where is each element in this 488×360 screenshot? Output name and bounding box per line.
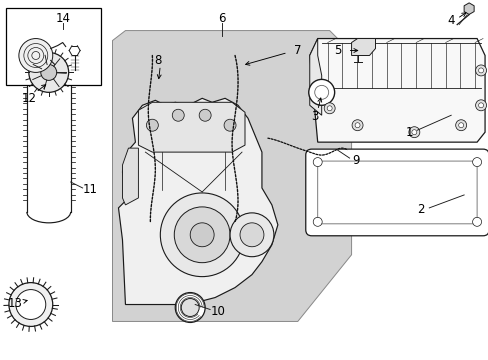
- Circle shape: [326, 106, 331, 111]
- Circle shape: [471, 217, 481, 226]
- Circle shape: [41, 64, 57, 80]
- Circle shape: [160, 193, 244, 276]
- Text: 13: 13: [7, 297, 22, 310]
- Circle shape: [16, 289, 46, 319]
- Circle shape: [351, 120, 362, 131]
- Circle shape: [308, 80, 334, 105]
- Text: 14: 14: [55, 12, 70, 25]
- Polygon shape: [122, 148, 138, 205]
- Circle shape: [313, 158, 322, 167]
- Text: 1: 1: [405, 126, 412, 139]
- Text: 8: 8: [154, 54, 162, 67]
- Circle shape: [411, 130, 416, 135]
- Circle shape: [175, 293, 205, 323]
- Circle shape: [9, 283, 53, 327]
- Circle shape: [354, 123, 359, 128]
- FancyBboxPatch shape: [317, 161, 476, 224]
- Circle shape: [475, 65, 486, 76]
- Circle shape: [199, 109, 211, 121]
- Text: 2: 2: [417, 203, 424, 216]
- Circle shape: [181, 298, 199, 316]
- Circle shape: [190, 223, 214, 247]
- Circle shape: [29, 53, 68, 92]
- Circle shape: [455, 120, 466, 131]
- Text: 4: 4: [447, 14, 454, 27]
- FancyBboxPatch shape: [305, 149, 488, 236]
- Polygon shape: [351, 39, 375, 55]
- Circle shape: [314, 85, 328, 99]
- Circle shape: [324, 103, 334, 114]
- Circle shape: [19, 39, 53, 72]
- Circle shape: [224, 119, 236, 131]
- Text: 11: 11: [83, 184, 98, 197]
- Circle shape: [475, 100, 486, 111]
- Circle shape: [229, 213, 273, 257]
- Circle shape: [240, 223, 264, 247]
- Circle shape: [408, 127, 419, 138]
- Polygon shape: [112, 31, 351, 321]
- Circle shape: [471, 158, 481, 167]
- Text: 12: 12: [21, 92, 36, 105]
- Text: 9: 9: [351, 154, 359, 167]
- Text: 3: 3: [310, 110, 318, 123]
- Circle shape: [478, 68, 483, 73]
- Polygon shape: [309, 39, 484, 142]
- Circle shape: [172, 109, 184, 121]
- Circle shape: [458, 123, 463, 128]
- Circle shape: [146, 119, 158, 131]
- Polygon shape: [138, 102, 244, 152]
- Text: 7: 7: [293, 44, 301, 57]
- Circle shape: [478, 103, 483, 108]
- Polygon shape: [118, 98, 277, 305]
- Circle shape: [174, 207, 229, 263]
- Text: 6: 6: [218, 12, 225, 25]
- Circle shape: [313, 217, 322, 226]
- Text: 5: 5: [333, 44, 341, 57]
- Polygon shape: [309, 39, 321, 115]
- Polygon shape: [463, 3, 473, 14]
- FancyBboxPatch shape: [6, 8, 101, 85]
- Text: 10: 10: [210, 305, 225, 318]
